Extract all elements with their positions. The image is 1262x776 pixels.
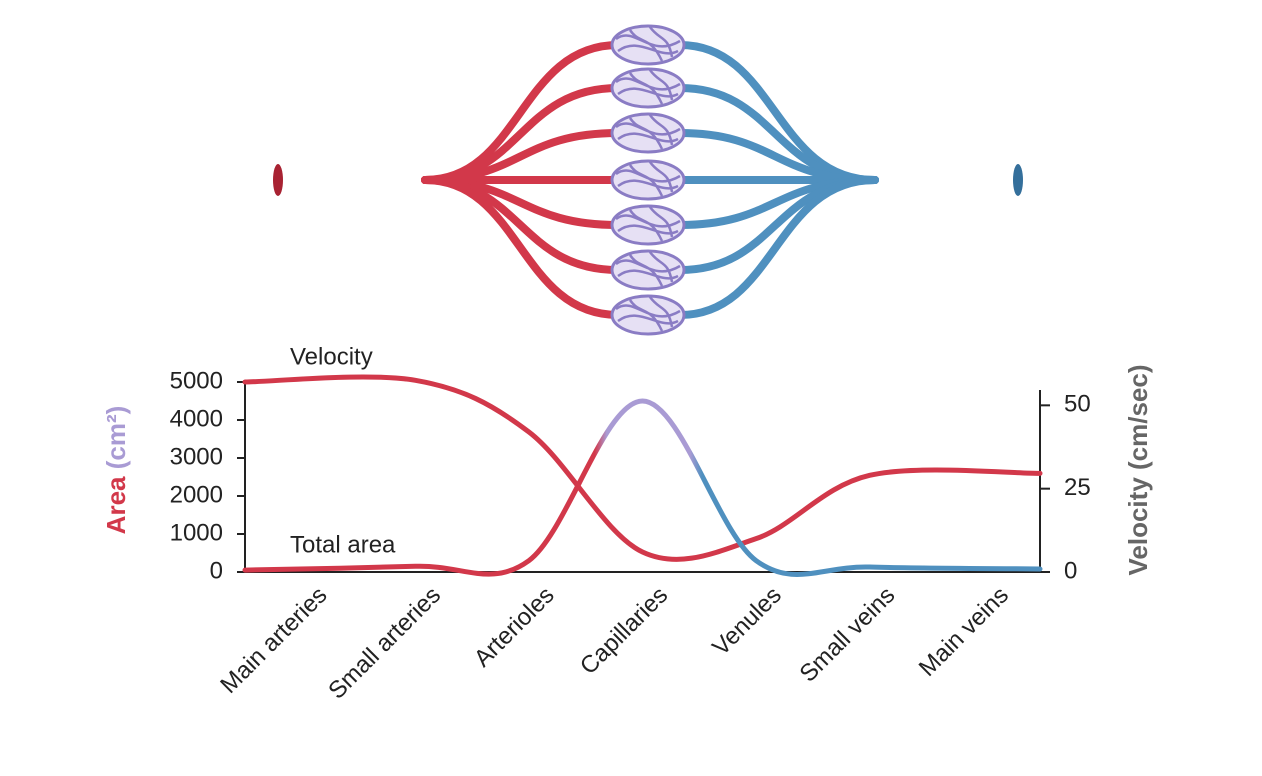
x-tick-label: Small veins xyxy=(795,582,901,688)
capillary xyxy=(615,114,681,150)
y2-axis-label: Velocity (cm/sec) xyxy=(1123,365,1153,576)
capillary xyxy=(615,206,681,242)
series-line xyxy=(242,398,1043,577)
y-tick-label: 2000 xyxy=(170,481,223,508)
y-tick-label: 4000 xyxy=(170,405,223,432)
y2-tick-label: 25 xyxy=(1064,474,1091,501)
y-axis-label-part: Area xyxy=(101,476,131,534)
y-tick-label: 5000 xyxy=(170,367,223,394)
venule xyxy=(676,176,879,319)
y-tick-label: 0 xyxy=(210,557,223,584)
x-tick-label: Small arteries xyxy=(323,582,446,705)
y-tick-label: 1000 xyxy=(170,519,223,546)
series-label: Velocity xyxy=(290,343,373,370)
x-tick-label: Main veins xyxy=(914,582,1014,682)
y2-tick-label: 50 xyxy=(1064,391,1091,418)
capillary xyxy=(615,161,681,197)
series-label: Total area xyxy=(290,531,396,558)
capillary xyxy=(615,69,681,105)
arteriole xyxy=(421,176,622,319)
y2-tick-label: 0 xyxy=(1064,557,1077,584)
y-axis-label: Area (cm²) xyxy=(101,406,131,535)
capillary xyxy=(615,251,681,287)
vein-opening xyxy=(1013,164,1023,196)
artery-opening xyxy=(273,164,283,196)
x-tick-label: Main arteries xyxy=(215,582,332,699)
vessel-illustration xyxy=(262,24,1034,336)
series-line xyxy=(242,374,1043,562)
x-tick-label: Arterioles xyxy=(469,582,560,673)
y-axis-label-part: (cm²) xyxy=(101,406,131,470)
x-tick-label: Venules xyxy=(707,582,786,661)
x-tick-label: Capillaries xyxy=(575,582,673,680)
capillary xyxy=(615,296,681,332)
y-tick-label: 3000 xyxy=(170,443,223,470)
capillary xyxy=(615,26,681,62)
